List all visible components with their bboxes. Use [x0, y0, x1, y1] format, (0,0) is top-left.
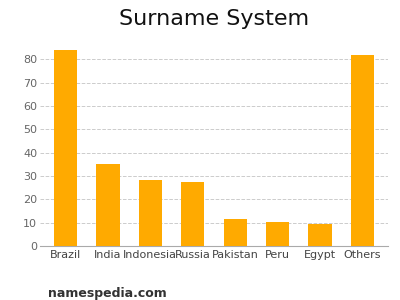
Bar	[266, 221, 289, 246]
Bar	[308, 224, 332, 246]
Bar	[139, 179, 162, 246]
Bar	[96, 164, 120, 246]
Title: Surname System: Surname System	[119, 9, 309, 29]
Bar	[181, 182, 204, 246]
Bar	[351, 55, 374, 246]
Bar	[224, 219, 247, 246]
Text: namespedia.com: namespedia.com	[48, 287, 167, 300]
Bar	[54, 50, 77, 246]
